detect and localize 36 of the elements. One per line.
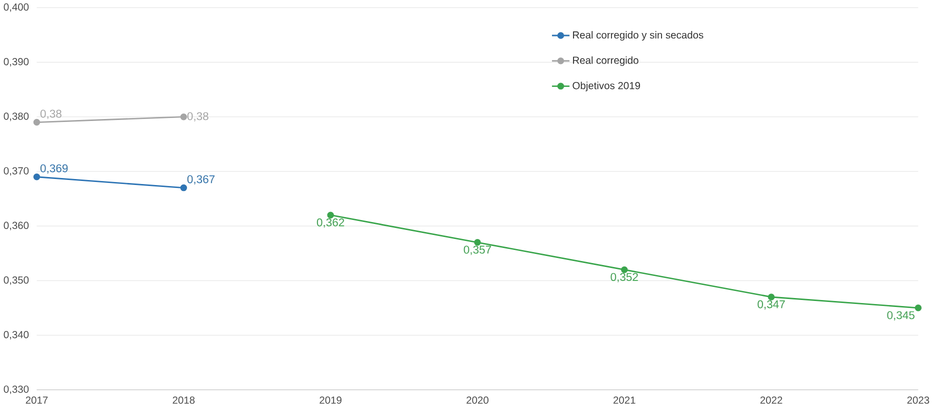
data-label: 0,367 <box>187 175 215 184</box>
point <box>33 173 40 180</box>
point <box>180 184 188 192</box>
y-tick-label: 0,330 <box>4 386 29 394</box>
y-tick-label: 0,360 <box>4 222 29 230</box>
data-label: 0,362 <box>316 218 344 228</box>
data-label: 0,369 <box>40 164 68 174</box>
x-tick-label: 2021 <box>614 396 636 404</box>
point <box>914 304 922 312</box>
data-label: 0,38 <box>40 110 62 119</box>
data-label: 0,38 <box>187 112 208 122</box>
legend-label: Real corregido <box>573 56 638 66</box>
x-tick-label: 2019 <box>320 396 342 404</box>
point <box>327 212 334 218</box>
data-label: 0,352 <box>610 272 638 282</box>
legend-label: Real corregido y sin secados <box>573 30 704 41</box>
point <box>621 266 628 274</box>
y-tick-label: 0,370 <box>4 167 29 176</box>
x-tick-label: 2023 <box>907 396 930 404</box>
y-tick-label: 0,390 <box>4 58 29 66</box>
point <box>180 113 188 120</box>
x-tick-label: 2017 <box>26 396 48 404</box>
y-tick-label: 0,380 <box>4 112 29 121</box>
point <box>768 294 775 300</box>
x-tick-label: 2020 <box>466 396 488 404</box>
data-label: 0,345 <box>887 311 914 320</box>
data-label: 0,347 <box>758 300 785 310</box>
x-tick-label: 2022 <box>760 396 782 404</box>
x-tick-label: 2018 <box>172 396 195 404</box>
y-tick-label: 0,400 <box>4 3 29 12</box>
point <box>33 118 40 126</box>
y-tick-label: 0,350 <box>4 276 29 285</box>
legend-label: Objetivos 2019 <box>572 82 640 92</box>
data-label: 0,357 <box>464 246 491 255</box>
y-tick-label: 0,340 <box>4 330 29 340</box>
point <box>474 238 481 246</box>
